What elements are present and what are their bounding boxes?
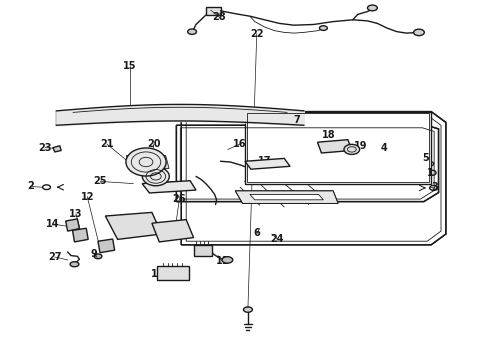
- Polygon shape: [245, 158, 290, 169]
- Polygon shape: [73, 228, 88, 242]
- Ellipse shape: [143, 167, 170, 186]
- Text: 23: 23: [38, 143, 52, 153]
- Text: 20: 20: [147, 139, 161, 149]
- Ellipse shape: [428, 170, 436, 175]
- Text: 12: 12: [80, 192, 94, 202]
- Ellipse shape: [414, 29, 424, 36]
- Text: 6: 6: [254, 228, 261, 238]
- Ellipse shape: [188, 29, 196, 35]
- Polygon shape: [105, 212, 162, 239]
- Polygon shape: [152, 220, 194, 242]
- Text: 7: 7: [293, 114, 300, 125]
- Ellipse shape: [126, 148, 166, 176]
- Text: 5: 5: [422, 153, 429, 163]
- Ellipse shape: [70, 262, 79, 267]
- Text: 16: 16: [233, 139, 247, 149]
- Polygon shape: [53, 146, 61, 152]
- Bar: [157, 266, 189, 280]
- Ellipse shape: [43, 185, 50, 190]
- Text: 13: 13: [69, 209, 83, 219]
- Text: 27: 27: [48, 252, 62, 262]
- Polygon shape: [66, 219, 79, 231]
- Polygon shape: [176, 125, 439, 202]
- Polygon shape: [142, 181, 196, 193]
- Text: 15: 15: [123, 60, 137, 71]
- Ellipse shape: [430, 185, 438, 190]
- Ellipse shape: [344, 144, 360, 154]
- Text: 28: 28: [213, 12, 226, 22]
- Text: 22: 22: [250, 29, 264, 39]
- Ellipse shape: [244, 307, 252, 312]
- Polygon shape: [98, 239, 115, 253]
- Text: 11: 11: [216, 256, 229, 266]
- Text: 17: 17: [258, 156, 271, 166]
- Text: 1: 1: [427, 168, 434, 178]
- Ellipse shape: [427, 162, 434, 166]
- Bar: [206, 7, 220, 15]
- Polygon shape: [181, 112, 446, 245]
- Polygon shape: [318, 140, 352, 153]
- Ellipse shape: [319, 26, 327, 31]
- Text: 2: 2: [27, 181, 34, 192]
- Text: 14: 14: [46, 219, 60, 229]
- Text: 3: 3: [432, 182, 439, 192]
- Ellipse shape: [222, 257, 233, 263]
- Bar: [247, 113, 429, 182]
- Text: 9: 9: [91, 249, 98, 259]
- Text: 24: 24: [270, 234, 284, 244]
- Text: 10: 10: [151, 269, 165, 279]
- Polygon shape: [126, 156, 169, 168]
- Ellipse shape: [383, 147, 390, 152]
- Text: 19: 19: [354, 141, 368, 151]
- Text: 21: 21: [100, 139, 114, 149]
- Ellipse shape: [368, 5, 377, 11]
- Polygon shape: [235, 191, 338, 203]
- Ellipse shape: [94, 254, 102, 258]
- Text: 26: 26: [172, 194, 186, 204]
- Text: 4: 4: [381, 143, 388, 153]
- Text: 8: 8: [146, 163, 153, 173]
- Bar: [245, 112, 431, 184]
- Polygon shape: [250, 194, 323, 200]
- Text: 25: 25: [94, 176, 107, 186]
- Bar: [194, 245, 212, 256]
- Text: 18: 18: [321, 130, 335, 140]
